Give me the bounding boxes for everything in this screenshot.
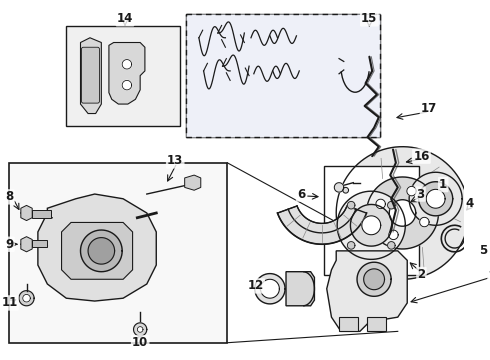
Circle shape [23, 294, 30, 302]
Polygon shape [80, 38, 101, 113]
Bar [186, 14, 380, 137]
Circle shape [80, 230, 122, 272]
Bar [66, 26, 180, 126]
Polygon shape [277, 206, 367, 244]
Polygon shape [21, 237, 32, 252]
Text: 15: 15 [361, 12, 377, 25]
Polygon shape [62, 222, 133, 279]
Circle shape [137, 327, 143, 332]
Circle shape [88, 238, 115, 264]
Text: 2: 2 [417, 268, 425, 281]
Circle shape [350, 204, 392, 246]
Circle shape [388, 242, 395, 249]
Polygon shape [327, 251, 407, 331]
Bar [32, 210, 51, 218]
FancyBboxPatch shape [81, 47, 99, 103]
Circle shape [343, 188, 348, 193]
Text: 17: 17 [421, 102, 437, 115]
Circle shape [337, 191, 405, 260]
Circle shape [122, 59, 132, 69]
Circle shape [134, 323, 147, 336]
Circle shape [409, 172, 462, 225]
Text: 5: 5 [479, 244, 487, 257]
Circle shape [407, 186, 416, 196]
Circle shape [419, 217, 429, 227]
Circle shape [19, 291, 34, 306]
Polygon shape [38, 194, 156, 301]
Circle shape [418, 182, 453, 216]
Bar [339, 317, 358, 331]
Circle shape [357, 262, 391, 296]
Text: 14: 14 [117, 12, 133, 25]
Text: 6: 6 [297, 188, 305, 201]
Circle shape [426, 189, 445, 208]
Text: 13: 13 [167, 154, 183, 167]
Text: 10: 10 [132, 336, 148, 349]
Polygon shape [109, 42, 145, 104]
Polygon shape [286, 272, 315, 306]
Bar [186, 14, 380, 137]
Text: 16: 16 [413, 150, 430, 163]
Circle shape [347, 242, 355, 249]
Circle shape [389, 230, 398, 240]
Text: 3: 3 [416, 188, 424, 201]
Text: 9: 9 [5, 238, 14, 251]
Bar [9, 163, 227, 343]
Text: 7: 7 [489, 270, 490, 283]
Text: 1: 1 [439, 178, 447, 191]
Polygon shape [21, 206, 32, 221]
Bar [32, 240, 48, 247]
Circle shape [255, 274, 285, 304]
Circle shape [122, 80, 132, 90]
Bar [368, 317, 387, 331]
Circle shape [347, 201, 355, 209]
Text: 4: 4 [466, 197, 474, 210]
Circle shape [261, 279, 279, 298]
Circle shape [388, 201, 395, 209]
Text: 12: 12 [247, 279, 264, 292]
Polygon shape [185, 175, 201, 190]
Circle shape [334, 183, 344, 192]
Circle shape [376, 199, 385, 209]
Circle shape [367, 177, 439, 249]
Bar [324, 166, 418, 275]
Circle shape [364, 269, 385, 290]
Circle shape [336, 147, 469, 279]
Circle shape [389, 200, 416, 226]
Text: 11: 11 [1, 296, 18, 310]
Circle shape [362, 216, 381, 235]
Text: 8: 8 [5, 190, 14, 203]
